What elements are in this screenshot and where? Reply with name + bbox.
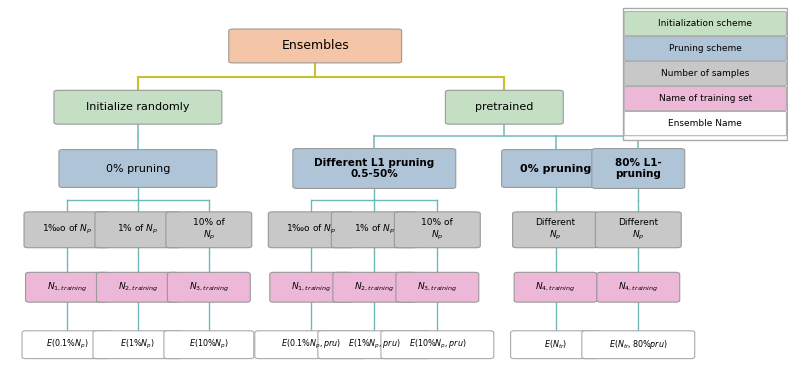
FancyBboxPatch shape xyxy=(333,272,416,302)
FancyBboxPatch shape xyxy=(624,11,786,36)
Text: $N_{2,training}$: $N_{2,training}$ xyxy=(355,281,394,294)
FancyBboxPatch shape xyxy=(514,272,597,302)
FancyBboxPatch shape xyxy=(513,212,598,248)
FancyBboxPatch shape xyxy=(592,149,685,188)
FancyBboxPatch shape xyxy=(445,90,563,124)
FancyBboxPatch shape xyxy=(596,212,681,248)
FancyBboxPatch shape xyxy=(332,212,417,248)
FancyBboxPatch shape xyxy=(255,331,368,358)
Text: $N_{1,training}$: $N_{1,training}$ xyxy=(47,281,87,294)
Text: $E(0.1\%N_p, pru)$: $E(0.1\%N_p, pru)$ xyxy=(281,338,341,351)
FancyBboxPatch shape xyxy=(166,212,251,248)
Text: $N_{2,training}$: $N_{2,training}$ xyxy=(118,281,158,294)
Text: Initialization scheme: Initialization scheme xyxy=(658,19,753,28)
FancyBboxPatch shape xyxy=(24,212,110,248)
Text: Initialize randomly: Initialize randomly xyxy=(86,102,190,112)
Text: Ensemble Name: Ensemble Name xyxy=(668,119,742,128)
FancyBboxPatch shape xyxy=(93,331,183,358)
Text: $E(0.1\%N_p)$: $E(0.1\%N_p)$ xyxy=(46,338,88,351)
Text: $E(1\%N_p)$: $E(1\%N_p)$ xyxy=(121,338,155,351)
FancyBboxPatch shape xyxy=(624,111,786,136)
FancyBboxPatch shape xyxy=(582,331,695,358)
Text: Name of training set: Name of training set xyxy=(659,94,752,103)
FancyBboxPatch shape xyxy=(511,331,600,358)
Text: $N_{4,training}$: $N_{4,training}$ xyxy=(619,281,658,294)
FancyBboxPatch shape xyxy=(624,61,786,86)
Text: 1‰o of $N_p$: 1‰o of $N_p$ xyxy=(286,223,336,236)
FancyBboxPatch shape xyxy=(229,29,402,63)
Text: $E(10\%N_p)$: $E(10\%N_p)$ xyxy=(189,338,229,351)
Text: $E(10\%N_p, pru)$: $E(10\%N_p, pru)$ xyxy=(408,338,466,351)
Text: 1‰o of $N_p$: 1‰o of $N_p$ xyxy=(42,223,92,236)
Text: $N_{3,training}$: $N_{3,training}$ xyxy=(418,281,457,294)
Text: 0% pruning: 0% pruning xyxy=(520,164,591,173)
Text: $E(N_{tr})$: $E(N_{tr})$ xyxy=(544,339,567,351)
Text: $E(1\%N_p, pru)$: $E(1\%N_p, pru)$ xyxy=(348,338,400,351)
Text: Different
$N_p$: Different $N_p$ xyxy=(619,218,658,242)
Text: Ensembles: Ensembles xyxy=(281,39,349,52)
Text: 1% of $N_p$: 1% of $N_p$ xyxy=(117,223,158,236)
FancyBboxPatch shape xyxy=(22,331,112,358)
FancyBboxPatch shape xyxy=(293,149,455,188)
FancyBboxPatch shape xyxy=(624,36,786,61)
FancyBboxPatch shape xyxy=(164,331,254,358)
FancyBboxPatch shape xyxy=(623,8,787,139)
Text: Pruning scheme: Pruning scheme xyxy=(669,44,742,53)
Text: Different
$N_p$: Different $N_p$ xyxy=(536,218,575,242)
FancyBboxPatch shape xyxy=(624,87,786,111)
Text: $E(N_{tr}, 80\%pru)$: $E(N_{tr}, 80\%pru)$ xyxy=(609,338,667,351)
FancyBboxPatch shape xyxy=(318,331,431,358)
FancyBboxPatch shape xyxy=(96,272,180,302)
FancyBboxPatch shape xyxy=(25,272,109,302)
FancyBboxPatch shape xyxy=(167,272,251,302)
FancyBboxPatch shape xyxy=(59,150,217,187)
FancyBboxPatch shape xyxy=(269,272,353,302)
Text: 80% L1-
pruning: 80% L1- pruning xyxy=(615,158,662,179)
Text: 10% of
$N_p$: 10% of $N_p$ xyxy=(193,218,225,242)
Text: 1% of $N_p$: 1% of $N_p$ xyxy=(354,223,395,236)
Text: $N_{4,training}$: $N_{4,training}$ xyxy=(536,281,575,294)
FancyBboxPatch shape xyxy=(502,150,609,187)
Text: pretrained: pretrained xyxy=(475,102,533,112)
FancyBboxPatch shape xyxy=(95,212,180,248)
Text: $N_{3,training}$: $N_{3,training}$ xyxy=(189,281,229,294)
FancyBboxPatch shape xyxy=(597,272,680,302)
Text: Number of samples: Number of samples xyxy=(661,69,749,78)
Text: Different L1 pruning
0.5-50%: Different L1 pruning 0.5-50% xyxy=(314,158,434,179)
FancyBboxPatch shape xyxy=(54,90,222,124)
FancyBboxPatch shape xyxy=(395,212,480,248)
Text: $N_{1,training}$: $N_{1,training}$ xyxy=(292,281,331,294)
FancyBboxPatch shape xyxy=(396,272,479,302)
FancyBboxPatch shape xyxy=(381,331,494,358)
Text: 10% of
$N_p$: 10% of $N_p$ xyxy=(422,218,453,242)
Text: 0% pruning: 0% pruning xyxy=(106,164,170,173)
FancyBboxPatch shape xyxy=(269,212,354,248)
